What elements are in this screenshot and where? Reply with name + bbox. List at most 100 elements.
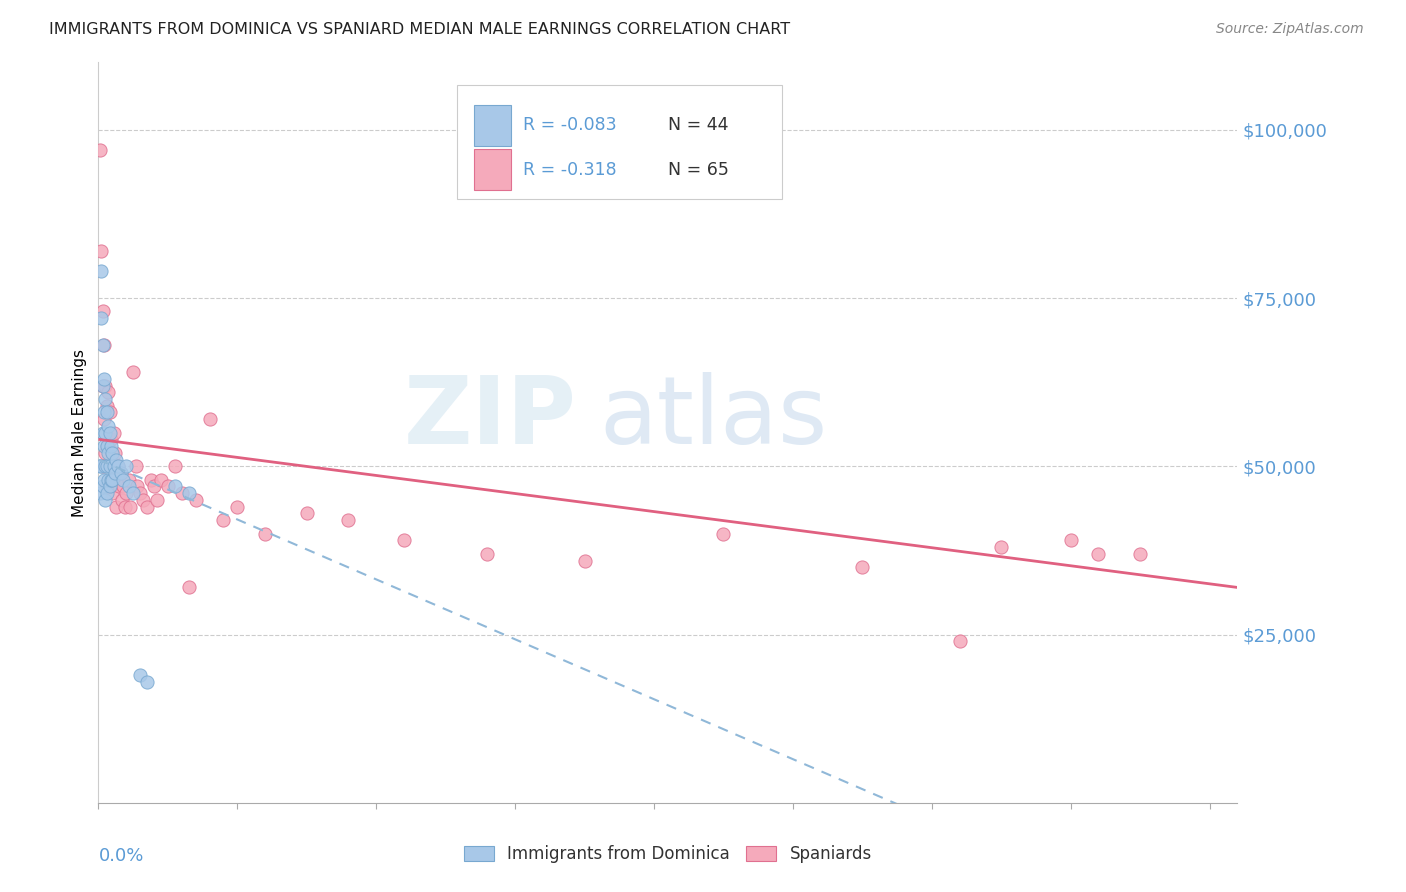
Point — [98, 405, 121, 419]
Point — [163, 459, 186, 474]
Point — [143, 479, 166, 493]
Point — [337, 513, 360, 527]
Point — [96, 399, 118, 413]
Point — [90, 311, 112, 326]
Point — [122, 486, 145, 500]
FancyBboxPatch shape — [457, 85, 782, 200]
Point — [98, 459, 121, 474]
Point — [94, 459, 117, 474]
Point — [184, 492, 207, 507]
Point — [89, 486, 111, 500]
Y-axis label: Median Male Earnings: Median Male Earnings — [72, 349, 87, 516]
Point — [118, 479, 141, 493]
Point — [111, 492, 134, 507]
Point — [90, 244, 112, 258]
Point — [98, 425, 121, 440]
Point — [89, 143, 111, 157]
Point — [104, 466, 127, 480]
Point — [574, 553, 596, 567]
Text: R = -0.318: R = -0.318 — [523, 161, 617, 178]
Point — [98, 479, 121, 493]
Point — [105, 473, 128, 487]
Point — [96, 439, 118, 453]
Point — [101, 446, 124, 460]
Point — [115, 486, 138, 500]
Point — [94, 446, 117, 460]
Point — [94, 392, 117, 406]
Text: IMMIGRANTS FROM DOMINICA VS SPANIARD MEDIAN MALE EARNINGS CORRELATION CHART: IMMIGRANTS FROM DOMINICA VS SPANIARD MED… — [49, 22, 790, 37]
Point — [114, 500, 136, 514]
Point — [91, 378, 114, 392]
Point — [94, 492, 117, 507]
Point — [93, 439, 115, 453]
Text: N = 44: N = 44 — [668, 116, 728, 135]
Point — [132, 492, 155, 507]
Point — [477, 547, 499, 561]
Point — [90, 264, 112, 278]
Point — [177, 581, 200, 595]
Point — [97, 418, 120, 433]
Point — [93, 405, 115, 419]
Point — [91, 425, 114, 440]
Point — [100, 433, 122, 447]
Point — [101, 486, 124, 500]
Text: ZIP: ZIP — [404, 372, 576, 464]
FancyBboxPatch shape — [474, 150, 510, 190]
Point — [94, 425, 117, 440]
Point — [990, 540, 1012, 554]
Point — [93, 412, 115, 426]
Point — [96, 479, 118, 493]
Point — [98, 459, 121, 474]
Point — [136, 674, 159, 689]
Text: atlas: atlas — [599, 372, 828, 464]
Point — [105, 452, 128, 467]
Point — [103, 459, 125, 474]
Point — [156, 479, 179, 493]
Point — [107, 459, 129, 474]
Point — [112, 479, 135, 493]
Point — [91, 338, 114, 352]
Point — [91, 304, 114, 318]
Point — [127, 479, 149, 493]
Point — [96, 439, 118, 453]
Point — [100, 479, 122, 493]
Point — [112, 473, 135, 487]
Point — [93, 473, 115, 487]
Point — [115, 459, 138, 474]
Point — [105, 500, 128, 514]
Point — [149, 473, 172, 487]
Point — [96, 405, 118, 419]
Point — [91, 378, 114, 392]
Text: 0.0%: 0.0% — [98, 847, 143, 865]
Point — [122, 365, 145, 379]
Point — [1059, 533, 1081, 548]
Point — [97, 385, 120, 400]
Point — [198, 412, 221, 426]
Point — [93, 372, 115, 386]
Point — [100, 473, 122, 487]
Point — [110, 466, 132, 480]
Legend: Immigrants from Dominica, Spaniards: Immigrants from Dominica, Spaniards — [457, 838, 879, 870]
Point — [118, 473, 141, 487]
Point — [212, 513, 235, 527]
Point — [392, 533, 415, 548]
Point — [129, 668, 152, 682]
Text: N = 65: N = 65 — [668, 161, 728, 178]
Point — [1087, 547, 1109, 561]
Text: R = -0.083: R = -0.083 — [523, 116, 617, 135]
Point — [103, 425, 125, 440]
Point — [101, 473, 124, 487]
FancyBboxPatch shape — [474, 105, 510, 145]
Point — [141, 473, 163, 487]
Point — [136, 500, 159, 514]
Point — [107, 459, 129, 474]
Point — [145, 492, 167, 507]
Point — [96, 459, 118, 474]
Point — [89, 459, 111, 474]
Point — [254, 526, 277, 541]
Point — [90, 459, 112, 474]
Point — [163, 479, 186, 493]
Point — [104, 446, 127, 460]
Point — [177, 486, 200, 500]
Point — [948, 634, 970, 648]
